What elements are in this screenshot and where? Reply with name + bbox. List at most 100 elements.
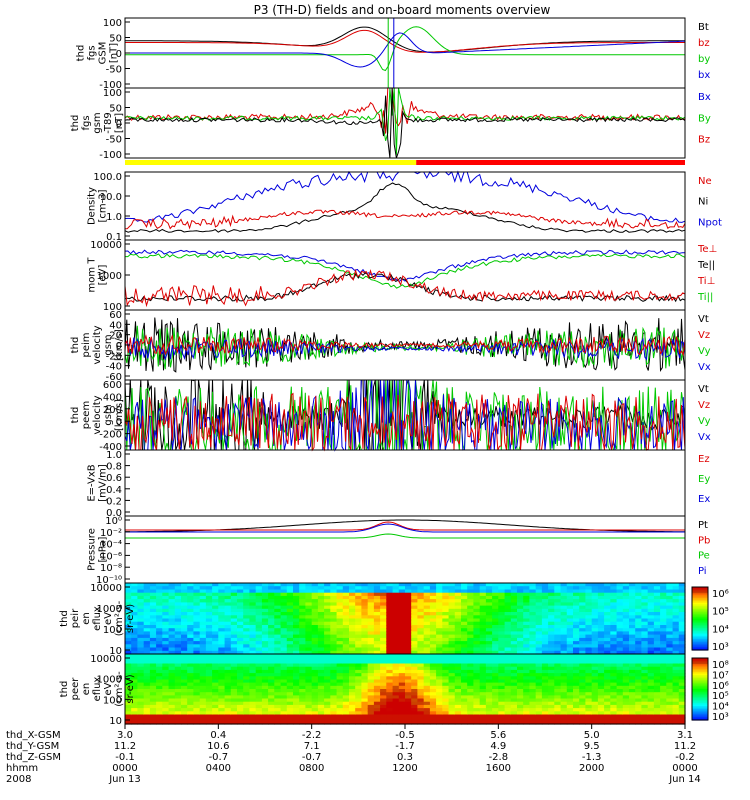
heatmap-cell (311, 621, 319, 626)
heatmap-cell (411, 618, 418, 623)
heatmap-cell (591, 676, 599, 681)
heatmap-cell (355, 641, 362, 645)
heatmap-cell (249, 586, 257, 590)
heatmap-cell (280, 592, 288, 597)
heatmap-cell (293, 689, 300, 693)
heatmap-cell (330, 647, 338, 652)
heatmap-cell (641, 714, 649, 719)
heatmap-cell (311, 685, 319, 690)
heatmap-cell (286, 637, 294, 642)
heatmap-cell (137, 685, 145, 690)
heatmap-cell (380, 657, 387, 661)
heatmap-cell (479, 704, 487, 709)
heatmap-cell (498, 599, 506, 603)
heatmap-cell (672, 673, 680, 677)
heatmap-cell (429, 641, 437, 645)
y-tick-label: 0 (116, 119, 122, 130)
heatmap-cell (467, 682, 474, 687)
heatmap-cell (280, 657, 288, 661)
heatmap-cell (504, 663, 512, 668)
heatmap-cell (199, 595, 207, 600)
heatmap-cell (641, 663, 649, 668)
heatmap-cell (498, 714, 506, 719)
heatmap-cell (423, 666, 431, 671)
heatmap-cell (187, 647, 194, 652)
heatmap-cell (672, 608, 680, 613)
heatmap-cell (230, 663, 238, 668)
heatmap-cell (429, 685, 437, 690)
heatmap-cell (616, 660, 624, 665)
heatmap-cell (467, 615, 474, 620)
heatmap-cell (230, 602, 238, 607)
heatmap-cell (212, 692, 219, 696)
heatmap-cell (149, 666, 157, 671)
heatmap-cell (641, 586, 649, 590)
heatmap-cell (448, 583, 456, 587)
heatmap-cell (137, 666, 145, 671)
heatmap-cell (143, 660, 151, 665)
heatmap-cell (436, 595, 443, 600)
panel-frame (124, 171, 686, 241)
heatmap-cell (156, 605, 163, 610)
heatmap-cell (324, 647, 331, 652)
heatmap-cell (224, 685, 232, 690)
heatmap-cell (579, 605, 586, 610)
heatmap-cell (467, 641, 474, 645)
heatmap-cell (548, 698, 555, 703)
heatmap-cell (510, 689, 518, 693)
heatmap-cell (610, 644, 618, 649)
heatmap-cell (423, 704, 431, 709)
heatmap-cell (423, 586, 431, 590)
heatmap-cell (174, 618, 182, 623)
heatmap-cell (261, 704, 269, 709)
heatmap-cell (461, 698, 468, 703)
heatmap-cell (131, 618, 138, 623)
heatmap-cell (349, 625, 356, 629)
heatmap-cell (162, 608, 170, 613)
heatmap-cell (330, 666, 338, 671)
heatmap-cell (585, 599, 593, 603)
y-axis-label: [nPa] (98, 536, 109, 562)
colorbar-cell (692, 715, 708, 718)
heatmap-cell (573, 641, 580, 645)
heatmap-cell (417, 654, 425, 658)
heatmap-cell (436, 592, 443, 597)
heatmap-cell (672, 663, 680, 668)
heatmap-cell (230, 631, 238, 636)
heatmap-cell (355, 612, 362, 616)
heatmap-cell (535, 676, 543, 681)
heatmap-cell (461, 673, 468, 677)
heatmap-cell (647, 669, 655, 674)
heatmap-cell (629, 720, 636, 725)
heatmap-cell (560, 711, 568, 716)
heatmap-cell (504, 714, 512, 719)
heatmap-cell (149, 708, 157, 712)
heatmap-cell (162, 679, 170, 684)
heatmap-cell (317, 625, 325, 629)
heatmap-cell (591, 608, 599, 613)
heatmap-cell (274, 612, 282, 616)
heatmap-cell (324, 717, 331, 722)
heatmap-cell (243, 654, 250, 658)
heatmap-cell (411, 689, 418, 693)
heatmap-cell (411, 701, 418, 706)
heatmap-cell (398, 698, 406, 703)
heatmap-cell (610, 685, 618, 690)
heatmap-cell (174, 602, 182, 607)
heatmap-cell (405, 679, 412, 684)
heatmap-cell (566, 676, 574, 681)
heatmap-cell (380, 586, 387, 590)
legend-entry: Ez (698, 454, 710, 465)
heatmap-cell (467, 612, 474, 616)
heatmap-cell (249, 660, 257, 665)
heatmap-cell (541, 714, 549, 719)
heatmap-cell (678, 621, 686, 626)
heatmap-cell (324, 692, 331, 696)
legend-entry: Te|| (697, 260, 715, 271)
heatmap-cell (311, 663, 319, 668)
heatmap-cell (566, 615, 574, 620)
heatmap-cell (311, 605, 319, 610)
heatmap-cell (243, 621, 250, 626)
heatmap-cell (380, 602, 387, 607)
